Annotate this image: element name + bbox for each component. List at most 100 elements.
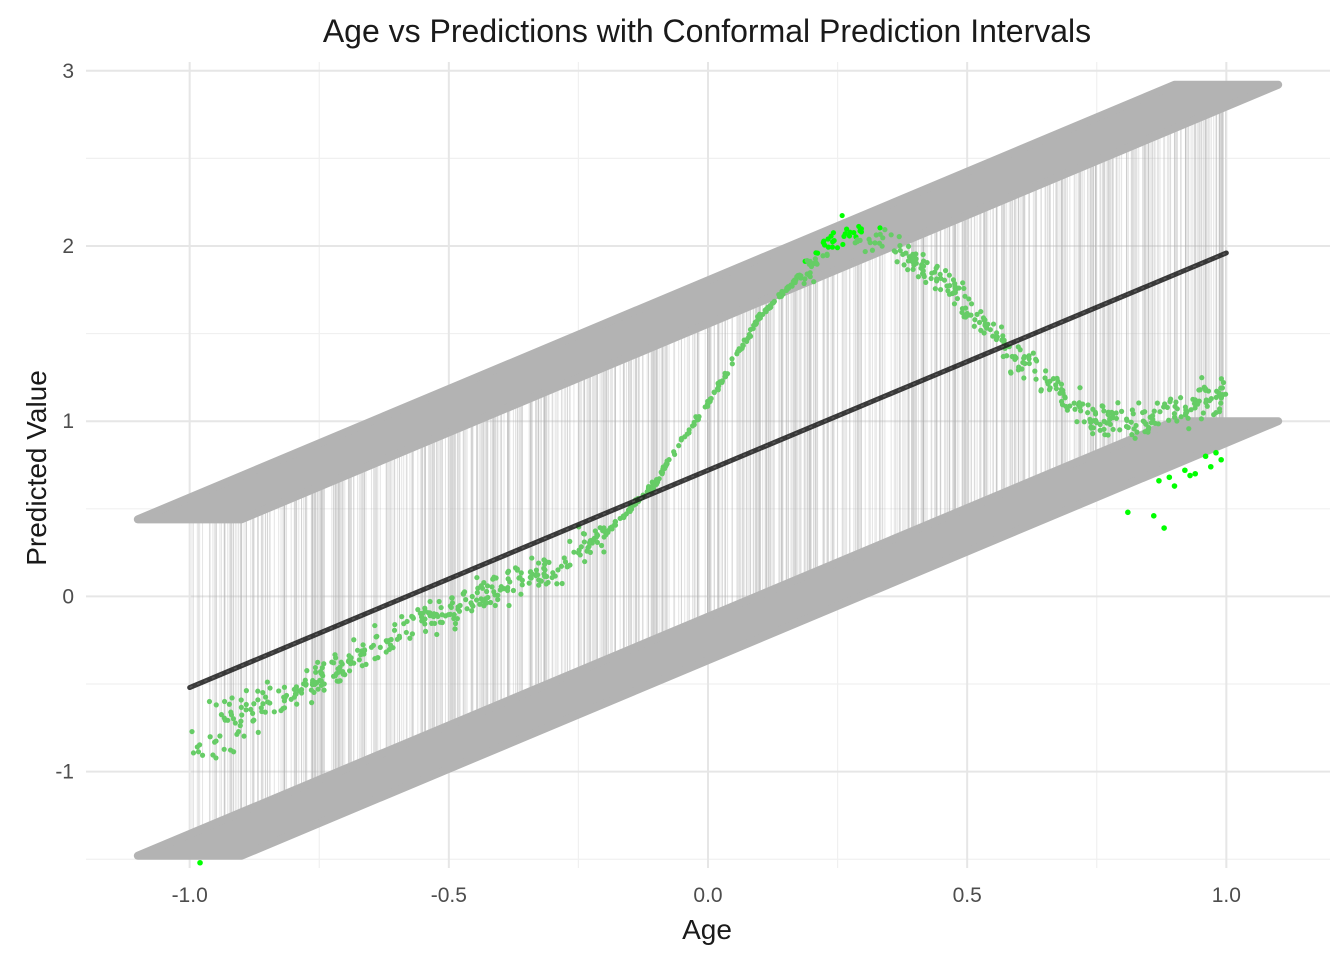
data-point [867, 240, 873, 246]
data-point [740, 342, 746, 349]
data-point [218, 712, 225, 718]
data-point [262, 694, 269, 700]
data-point [243, 688, 249, 694]
data-point [920, 263, 927, 269]
data-point [1021, 375, 1027, 381]
data-point [708, 395, 714, 402]
data-point [582, 558, 588, 565]
x-tick-label: 1.0 [1212, 884, 1241, 907]
data-point [1134, 429, 1140, 435]
data-point [331, 660, 337, 666]
data-point [206, 698, 213, 705]
data-point [190, 750, 197, 756]
data-point [249, 710, 256, 716]
data-point [339, 661, 345, 667]
data-point [481, 579, 487, 586]
data-point [811, 279, 817, 285]
data-point [225, 717, 231, 723]
data-point [375, 655, 381, 661]
data-point [851, 230, 857, 236]
data-point [493, 575, 499, 581]
data-point [544, 573, 550, 580]
data-point [404, 618, 410, 625]
data-point [474, 574, 480, 581]
data-point [243, 707, 249, 713]
data-point [719, 378, 726, 384]
data-point [815, 250, 821, 256]
data-point [1017, 347, 1023, 353]
data-point [528, 575, 534, 581]
data-point [392, 621, 398, 628]
data-point [303, 681, 309, 687]
data-point [834, 245, 841, 251]
y-tick-label: 3 [62, 60, 74, 83]
data-point [438, 604, 444, 611]
data-point [1055, 378, 1061, 385]
data-point [315, 686, 321, 692]
data-point [485, 594, 491, 601]
data-point [464, 606, 470, 612]
data-point [232, 720, 238, 726]
data-point [388, 636, 394, 643]
data-point [456, 608, 463, 614]
data-point [415, 607, 421, 613]
data-point [807, 270, 813, 276]
data-point [946, 272, 952, 278]
data-point [454, 616, 460, 622]
data-point [1157, 409, 1163, 415]
data-point [998, 324, 1005, 330]
data-point [264, 679, 270, 685]
data-point [820, 253, 826, 259]
data-point [213, 755, 219, 761]
data-point [1064, 407, 1071, 413]
data-point [942, 267, 949, 274]
regression-line-layer [187, 250, 1229, 691]
data-point [536, 582, 542, 588]
data-point [463, 597, 469, 603]
data-point [1128, 419, 1134, 425]
data-point [598, 542, 605, 549]
data-point [897, 243, 903, 249]
data-point [981, 330, 987, 336]
data-point [894, 259, 900, 265]
lower-interval-band [133, 417, 1283, 860]
data-point [1085, 410, 1091, 416]
data-point [1081, 419, 1087, 425]
data-point [1164, 404, 1170, 411]
data-point [309, 700, 315, 706]
data-point [477, 601, 483, 607]
data-point [920, 251, 926, 258]
data-point [601, 549, 607, 555]
data-point [1174, 406, 1180, 412]
data-point [921, 273, 927, 280]
data-point [238, 718, 244, 724]
data-point [403, 629, 409, 636]
data-point [1085, 402, 1091, 408]
data-point [947, 282, 953, 289]
data-point [839, 212, 845, 219]
data-point [238, 704, 244, 710]
data-point [518, 591, 524, 597]
data-point [1013, 355, 1019, 361]
data-point [1174, 418, 1180, 424]
data-point [932, 269, 938, 275]
data-point [934, 263, 940, 269]
data-point [612, 522, 619, 528]
data-point [1130, 411, 1136, 417]
data-point [237, 723, 243, 729]
data-point [994, 334, 1000, 340]
data-point [1053, 386, 1059, 392]
data-point [1125, 424, 1131, 431]
data-point [293, 684, 300, 690]
data-point [484, 583, 491, 589]
outlier-point [1150, 513, 1157, 519]
data-point [830, 230, 837, 236]
data-point [243, 701, 249, 708]
data-point [1150, 416, 1156, 422]
data-point [519, 577, 525, 583]
data-point [840, 241, 846, 248]
data-point [1110, 426, 1116, 433]
data-point [1105, 432, 1111, 438]
outlier-point [197, 859, 203, 866]
